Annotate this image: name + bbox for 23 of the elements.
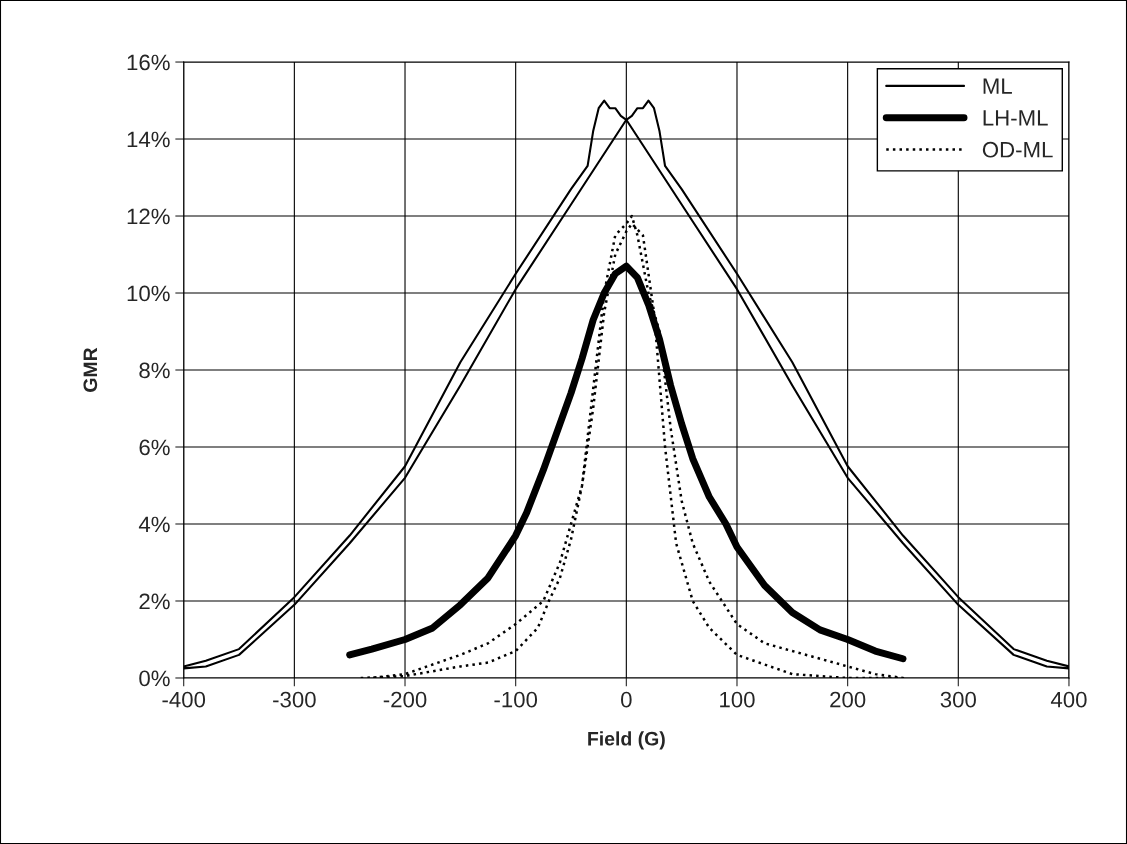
y-tick-label: 14% xyxy=(127,131,170,148)
x-tick-label: -100 xyxy=(494,691,538,708)
y-tick-label: 6% xyxy=(139,439,170,456)
x-tick-label: 200 xyxy=(830,691,866,708)
y-tick-label: 0% xyxy=(139,670,170,687)
y-tick-label: 4% xyxy=(138,516,170,533)
y-tick-label: 12% xyxy=(127,208,170,225)
x-tick-label: 400 xyxy=(1050,691,1087,708)
legend-label: OD-ML xyxy=(982,141,1053,158)
y-axis-title: GMR xyxy=(83,347,98,392)
x-tick-label: 0 xyxy=(621,691,632,708)
x-tick-label: -200 xyxy=(383,691,427,708)
legend-label: LH-ML xyxy=(983,110,1048,126)
x-axis-title: Field (G) xyxy=(588,731,665,750)
x-tick-label: -400 xyxy=(162,691,206,708)
y-tick-label: 10% xyxy=(127,285,170,302)
x-tick-label: 300 xyxy=(940,691,976,708)
y-tick-label: 2% xyxy=(139,593,170,610)
x-tick-label: -300 xyxy=(273,691,316,708)
y-tick-label: 16% xyxy=(127,54,170,71)
legend-label: ML xyxy=(983,78,1012,94)
y-tick-label: 8% xyxy=(139,362,170,379)
x-tick-label: 100 xyxy=(720,691,755,708)
